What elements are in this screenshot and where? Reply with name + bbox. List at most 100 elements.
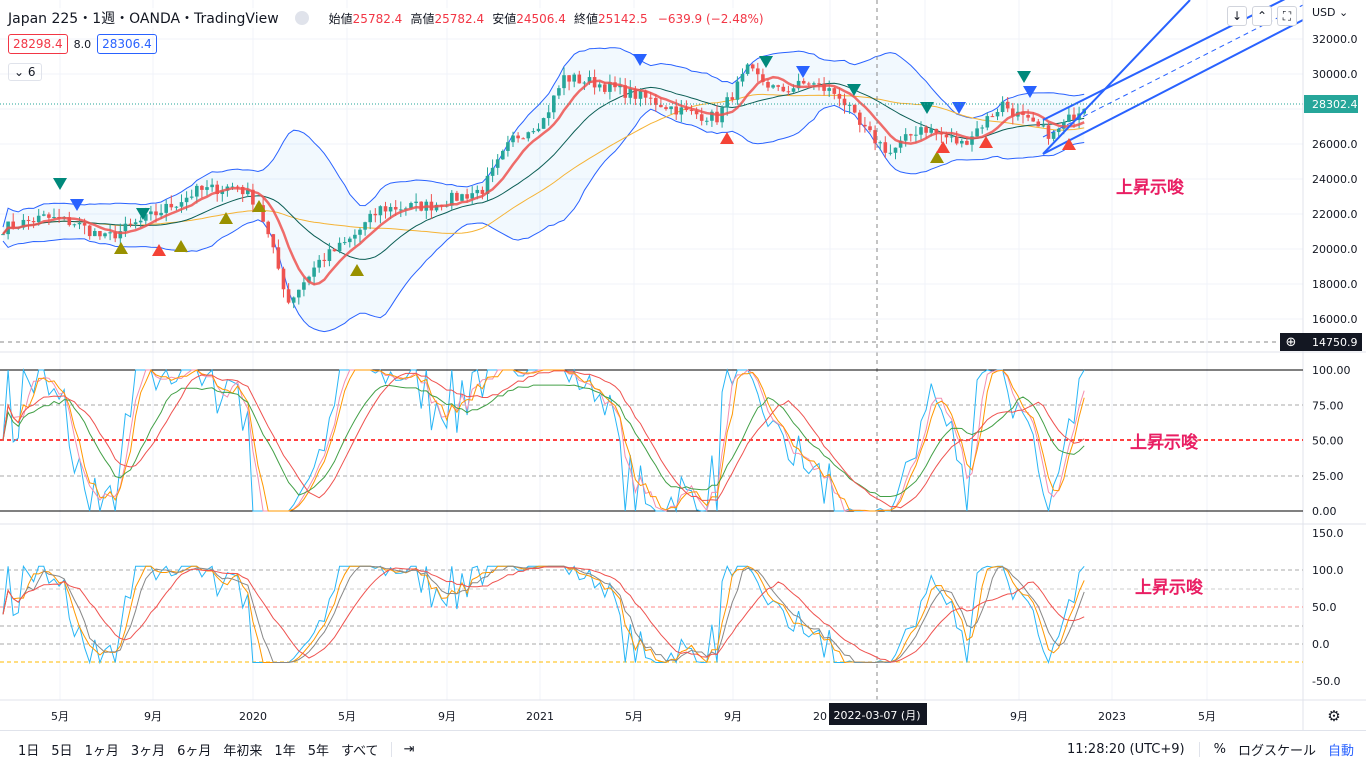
candle-body (149, 211, 153, 215)
channel-mid (1042, 4, 1304, 138)
candle-body (465, 194, 469, 199)
hint-label-2: 上昇示唆 (1130, 433, 1198, 453)
candle-body (781, 86, 786, 92)
candle-body (873, 130, 877, 144)
range-1d[interactable]: 1日 (18, 744, 40, 759)
osc2-line (2, 566, 1085, 663)
candle-body (118, 231, 123, 239)
candle-body (128, 223, 133, 225)
candle-body (455, 192, 459, 201)
collapse-panes-button[interactable]: ⌃ (1252, 6, 1272, 26)
candle-body (246, 189, 250, 195)
chart-canvas[interactable]: 32000.0 30000.0 26000.0 24000.0 22000.0 20000… (0, 0, 1366, 730)
goto-date-button[interactable]: ⇥ (390, 742, 414, 757)
percent-toggle[interactable]: % (1198, 742, 1226, 757)
ma-short (2, 75, 1085, 286)
candle-body (929, 128, 933, 133)
candle-body (949, 136, 954, 138)
signal-down-triangle (70, 199, 84, 211)
candle-body (536, 128, 541, 132)
signal-down-triangle (952, 102, 966, 114)
buy-button[interactable]: 28306.4 (97, 34, 157, 54)
high-label: 高値 (410, 11, 435, 26)
candle-body (348, 238, 352, 243)
range-5d[interactable]: 5日 (51, 744, 73, 759)
scroll-down-button[interactable]: ↓ (1227, 6, 1247, 26)
range-all[interactable]: すべて (340, 744, 379, 759)
candle-body (363, 222, 367, 230)
candle-body (924, 127, 928, 133)
signal-up-triangle (936, 141, 950, 153)
price-tick: 20000.0 (1312, 243, 1358, 256)
candle-body (302, 282, 306, 290)
osc2-tick: 0.0 (1312, 638, 1330, 651)
clock: 11:28:20 (UTC+9) (1067, 742, 1185, 757)
candle-body (577, 74, 582, 84)
candle-body (541, 118, 546, 129)
time-tick: 20 (813, 710, 827, 723)
candle-body (546, 112, 551, 119)
candle-body (470, 193, 474, 199)
candle-body (511, 135, 515, 143)
candle-body (684, 107, 689, 111)
candle-body (705, 120, 709, 122)
candle-body (485, 175, 490, 194)
signal-down-triangle (633, 54, 647, 66)
candle-body (123, 223, 128, 232)
auto-scale-toggle[interactable]: 自動 (1327, 744, 1354, 759)
log-scale-toggle[interactable]: ログスケール (1237, 744, 1316, 759)
candle-body (985, 116, 990, 128)
candle-body (980, 127, 984, 129)
candle-body (659, 104, 663, 108)
candle-body (52, 216, 56, 218)
candle-body (169, 203, 174, 208)
candle-body (730, 97, 735, 100)
signal-up-triangle (174, 240, 188, 252)
candle-body (144, 214, 148, 221)
currency-select[interactable]: USD ⌄ (1312, 6, 1349, 19)
candle-body (353, 234, 357, 239)
candle-body (87, 225, 92, 237)
candle-body (582, 82, 587, 84)
candle-body (623, 85, 627, 98)
candle-body (506, 142, 510, 151)
candle-body (689, 110, 694, 112)
range-6m[interactable]: 6ヶ月 (177, 744, 212, 759)
candle-body (786, 91, 791, 93)
candle-body (388, 206, 393, 212)
bid-ask: 28298.4 8.0 28306.4 (8, 34, 157, 54)
range-1m[interactable]: 1ヶ月 (84, 744, 119, 759)
candle-body (633, 88, 638, 99)
candle-body (490, 167, 495, 176)
candle-body (36, 215, 41, 223)
sell-button[interactable]: 28298.4 (8, 34, 68, 54)
range-3m[interactable]: 3ヶ月 (130, 744, 166, 759)
candle-body (975, 128, 979, 137)
signal-down-triangle (796, 66, 810, 78)
candle-body (409, 203, 413, 209)
settings-icon: ⚙ (1327, 707, 1340, 725)
last-price-badge (1304, 95, 1358, 113)
candle-body (812, 83, 816, 85)
time-tick: 5月 (625, 710, 643, 723)
candle-body (307, 276, 311, 283)
osc2-line (2, 565, 1085, 664)
candle-body (77, 222, 82, 225)
candle-body (567, 75, 571, 82)
range-ytd[interactable]: 年初来 (223, 744, 263, 759)
candle-body (608, 82, 612, 92)
candle-body (47, 214, 51, 218)
indicators-collapse-button[interactable]: ⌄ 6 (8, 63, 42, 81)
candle-body (460, 194, 464, 201)
candle-body (393, 206, 398, 210)
hint-label-1: 上昇示唆 (1116, 178, 1184, 198)
candle-body (745, 64, 750, 74)
candle-body (240, 186, 245, 195)
chevron-down-icon: ⌄ (14, 65, 28, 79)
osc2-tick: 100.0 (1312, 564, 1344, 577)
fullscreen-button[interactable]: ⛶ (1277, 6, 1297, 26)
candle-body (480, 189, 485, 194)
symbol-title[interactable]: Japan 225・1週・OANDA・TradingView (8, 11, 279, 27)
range-1y[interactable]: 1年 (274, 744, 296, 759)
range-5y[interactable]: 5年 (307, 744, 329, 759)
